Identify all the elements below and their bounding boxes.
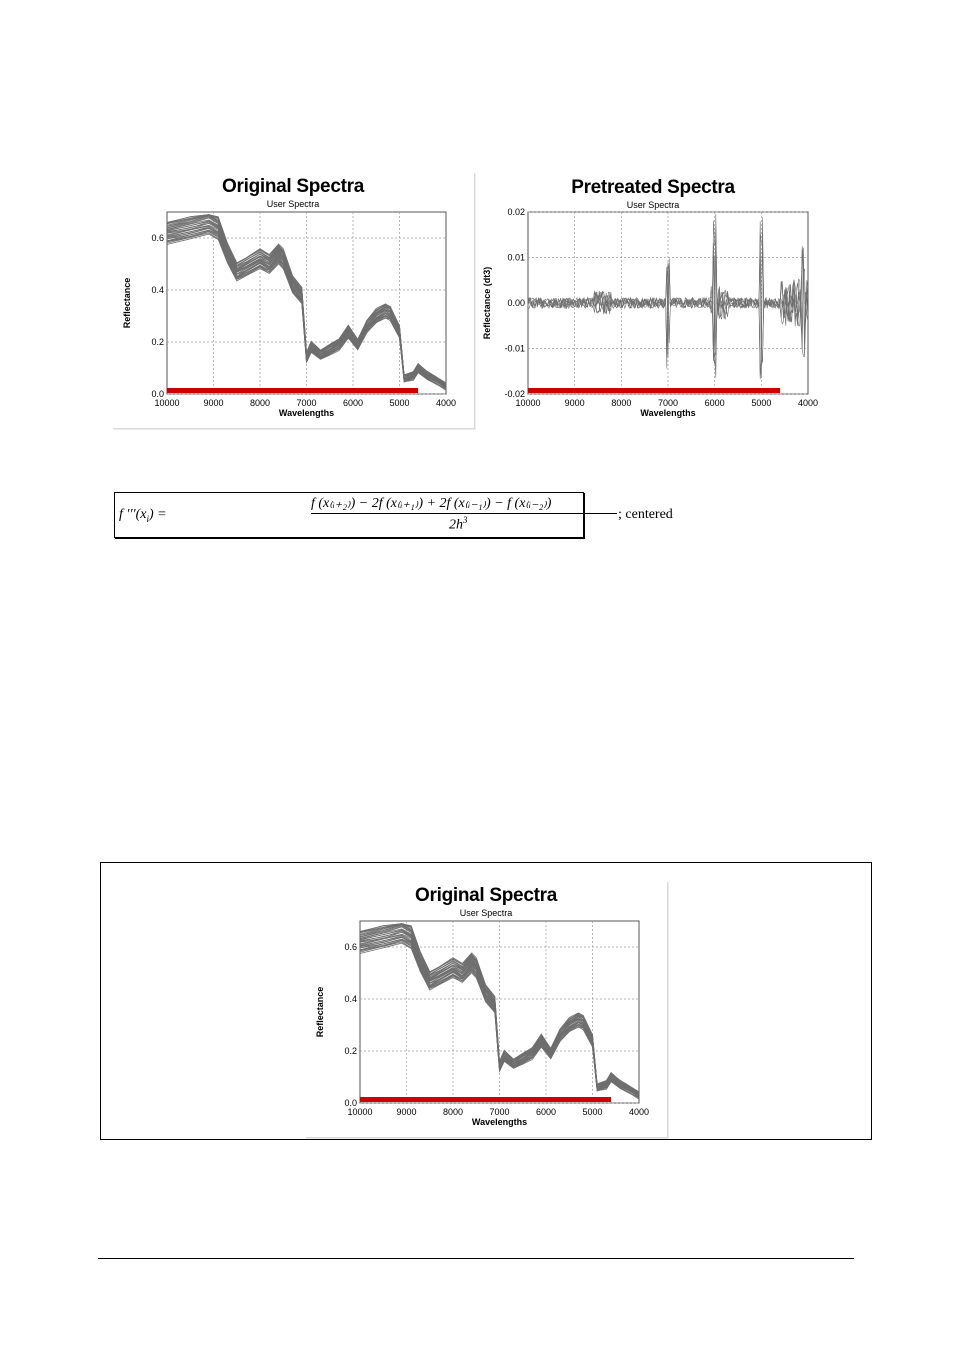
y-tick-label: 0.00	[507, 298, 525, 308]
fraction-bar	[311, 513, 617, 514]
x-tick-label: 7000	[658, 398, 678, 408]
x-tick-label: 6000	[343, 398, 363, 408]
footer-rule	[98, 1258, 854, 1259]
x-axis-label: Wavelengths	[472, 1117, 527, 1127]
chart-subtitle: User Spectra	[266, 199, 320, 209]
x-tick-label: 10000	[515, 398, 540, 408]
y-tick-label: 0.01	[507, 253, 525, 263]
chart-subtitle: User Spectra	[626, 200, 680, 210]
x-tick-label: 8000	[250, 398, 270, 408]
spectrum-line	[166, 230, 447, 389]
y-axis-label: Reflectance (dt3)	[482, 267, 492, 340]
y-tick-label: 0.6	[344, 942, 357, 952]
y-tick-label: 0.0	[344, 1098, 357, 1108]
plot-area	[166, 211, 447, 395]
x-tick-label: 5000	[751, 398, 771, 408]
x-tick-label: 8000	[611, 398, 631, 408]
y-tick-label: 0.2	[344, 1046, 357, 1056]
y-tick-label: 0.4	[344, 994, 357, 1004]
x-tick-label: 6000	[536, 1107, 556, 1117]
x-tick-label: 8000	[443, 1107, 463, 1117]
formula-suffix: ; centered	[618, 507, 673, 522]
x-tick-label: 7000	[296, 398, 316, 408]
original-spectra-chart: Original Spectra User Spectra 10000 9000 8…	[112, 172, 474, 428]
pretreated-spectra-plot: 10000 9000 8000 7000 6000 5000 4000 0.02 0.01 0.0…	[482, 207, 818, 418]
selected-range-bar	[528, 388, 780, 393]
y-tick-label: 0.4	[151, 285, 164, 295]
framed-figure: Original Spectra User Spectra 10000 9000 8…	[100, 862, 872, 1140]
original-spectra-plot: 10000 9000 8000 7000 6000 5000 4000 0.6 0.4 0.2 0.…	[122, 211, 456, 418]
pretreated-spectra-chart: Pretreated Spectra User Spectra 10000 900…	[478, 172, 828, 428]
x-tick-label: 4000	[798, 398, 818, 408]
spectrum-line	[359, 926, 640, 1094]
x-tick-label: 4000	[436, 398, 456, 408]
chart-title: Original Spectra	[222, 176, 364, 197]
chart-subtitle: User Spectra	[459, 908, 513, 918]
spectrum-line	[359, 939, 640, 1098]
y-tick-label: -0.02	[504, 389, 525, 399]
plot-area	[359, 920, 640, 1104]
y-tick-label: 0.02	[507, 207, 525, 217]
original-spectra-plot: 10000 9000 8000 7000 6000 5000 4000 0.6 0.4 0.2 0.…	[315, 920, 649, 1127]
x-tick-label: 6000	[705, 398, 725, 408]
y-axis-label: Reflectance	[315, 987, 325, 1038]
formula-denominator: 2h3	[449, 515, 468, 533]
x-tick-label: 5000	[389, 398, 409, 408]
y-tick-label: 0.2	[151, 337, 164, 347]
spectrum-line	[166, 214, 447, 384]
formula-lhs: f ′′′(xi) =	[119, 507, 167, 524]
x-tick-label: 10000	[347, 1107, 372, 1117]
y-tick-label: 0.0	[151, 389, 164, 399]
spectrum-line	[359, 923, 640, 1093]
formula-numerator: f (x₍ᵢ₊₂₎) − 2f (x₍ᵢ₊₁₎) + 2f (x₍ᵢ₋₁₎) −…	[311, 496, 552, 511]
y-tick-label: 0.6	[151, 233, 164, 243]
chart-title: Original Spectra	[415, 885, 557, 906]
derivative-line	[527, 226, 809, 358]
x-tick-label: 10000	[154, 398, 179, 408]
chart-title: Pretreated Spectra	[571, 177, 735, 198]
spectrum-line	[166, 217, 447, 385]
y-axis-label: Reflectance	[122, 278, 132, 329]
x-tick-label: 7000	[489, 1107, 509, 1117]
x-tick-label: 9000	[396, 1107, 416, 1117]
x-tick-label: 9000	[565, 398, 585, 408]
third-derivative-formula: f ′′′(xi) = f (x₍ᵢ₊₂₎) − 2f (x₍ᵢ₊₁₎) + 2…	[114, 492, 673, 538]
original-spectra-chart-repeat: Original Spectra User Spectra 10000 9000 8…	[305, 881, 667, 1137]
x-tick-label: 4000	[629, 1107, 649, 1117]
x-axis-label: Wavelengths	[640, 408, 695, 418]
y-tick-label: -0.01	[504, 344, 525, 354]
x-tick-label: 9000	[203, 398, 223, 408]
selected-range-bar	[167, 388, 419, 393]
selected-range-bar	[360, 1097, 612, 1102]
x-axis-label: Wavelengths	[279, 408, 334, 418]
x-tick-label: 5000	[582, 1107, 602, 1117]
